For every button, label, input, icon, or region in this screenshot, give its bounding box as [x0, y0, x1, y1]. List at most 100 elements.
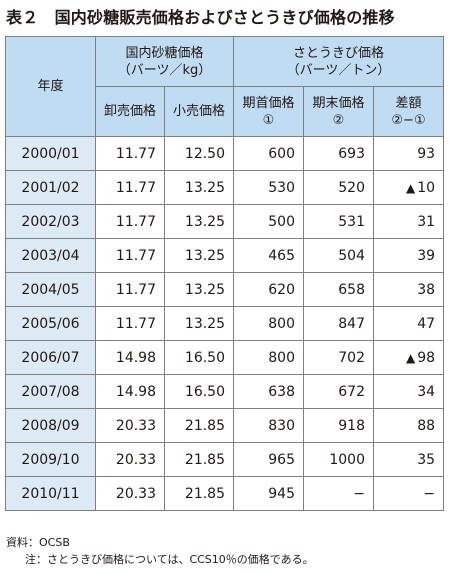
- table-row: 2002/03 11.77 13.25 500 531 31: [5, 204, 445, 239]
- cell-diff: −: [372, 476, 445, 511]
- cell-begin: 945: [233, 476, 304, 511]
- negative-marker: ▲: [405, 350, 416, 365]
- diff-value: 88: [417, 417, 436, 434]
- cell-diff: 35: [372, 442, 445, 477]
- cell-year: 2002/03: [5, 204, 96, 239]
- cell-diff: ▲ 98: [372, 340, 445, 375]
- cell-wholesale: 11.77: [95, 204, 165, 239]
- cell-retail: 21.85: [164, 408, 234, 443]
- cell-diff: 31: [372, 204, 445, 239]
- table-row: 2008/09 20.33 21.85 830 918 88: [5, 408, 445, 443]
- header-end-price: 期末価格 ②: [303, 86, 374, 137]
- table-row: 2007/08 14.98 16.50 638 672 34: [5, 374, 445, 409]
- cell-year: 2003/04: [5, 238, 96, 273]
- cell-end: 1000: [303, 442, 374, 477]
- cell-retail: 13.25: [164, 170, 234, 205]
- diff-value: 31: [417, 213, 436, 230]
- cell-wholesale: 20.33: [95, 442, 165, 477]
- cell-year: 2007/08: [5, 374, 96, 409]
- header-domestic-sugar-price: 国内砂糖価格 （バーツ／kg）: [95, 36, 234, 87]
- cell-end: 918: [303, 408, 374, 443]
- cell-retail: 16.50: [164, 340, 234, 375]
- cell-begin: 600: [233, 136, 304, 171]
- cell-end: 847: [303, 306, 374, 341]
- cell-diff: 38: [372, 272, 445, 307]
- cell-wholesale: 14.98: [95, 374, 165, 409]
- diff-value: 93: [417, 145, 436, 162]
- cell-diff: 34: [372, 374, 445, 409]
- cell-retail: 13.25: [164, 204, 234, 239]
- table-row: 2000/01 11.77 12.50 600 693 93: [5, 136, 445, 171]
- diff-value: 35: [417, 451, 436, 468]
- diff-value: −: [423, 485, 436, 502]
- diff-value: 47: [417, 315, 436, 332]
- cell-wholesale: 14.98: [95, 340, 165, 375]
- cell-wholesale: 11.77: [95, 238, 165, 273]
- header-begin-price: 期首価格 ①: [233, 86, 304, 137]
- cell-diff: 47: [372, 306, 445, 341]
- header-difference: 差額 ②−①: [372, 86, 445, 137]
- table-row: 2006/07 14.98 16.50 800 702 ▲ 98: [5, 340, 445, 375]
- cell-end: 693: [303, 136, 374, 171]
- cell-wholesale: 11.77: [95, 136, 165, 171]
- source-note: 資料：OCSB: [6, 536, 70, 549]
- cell-year: 2001/02: [5, 170, 96, 205]
- cell-wholesale: 11.77: [95, 306, 165, 341]
- cell-diff: 93: [372, 136, 445, 171]
- table-row: 2005/06 11.77 13.25 800 847 47: [5, 306, 445, 341]
- table-title: 表２ 国内砂糖販売価格およびさとうきび価格の推移: [6, 8, 395, 27]
- header-retail: 小売価格: [164, 86, 234, 137]
- cell-year: 2000/01: [5, 136, 96, 171]
- cell-end: 531: [303, 204, 374, 239]
- header-wholesale: 卸売価格: [95, 86, 165, 137]
- cell-diff: 88: [372, 408, 445, 443]
- diff-value: 98: [417, 349, 436, 366]
- cell-year: 2006/07: [5, 340, 96, 375]
- footnote: 注：さとうきび価格については、CCS10％の価格である。: [25, 553, 314, 566]
- diff-value: 34: [417, 383, 436, 400]
- cell-begin: 638: [233, 374, 304, 409]
- cell-end: 520: [303, 170, 374, 205]
- cell-begin: 800: [233, 340, 304, 375]
- cell-end: 702: [303, 340, 374, 375]
- cell-retail: 21.85: [164, 476, 234, 511]
- diff-value: 10: [417, 179, 436, 196]
- cell-wholesale: 20.33: [95, 476, 165, 511]
- table-row: 2001/02 11.77 13.25 530 520 ▲ 10: [5, 170, 445, 205]
- cell-year: 2004/05: [5, 272, 96, 307]
- table-row: 2009/10 20.33 21.85 965 1000 35: [5, 442, 445, 477]
- cell-retail: 13.25: [164, 238, 234, 273]
- header-sugarcane-price: さとうきび価格 （バーツ／トン）: [232, 36, 445, 87]
- cell-diff: ▲ 10: [372, 170, 445, 205]
- cell-begin: 530: [233, 170, 304, 205]
- cell-wholesale: 11.77: [95, 170, 165, 205]
- cell-retail: 16.50: [164, 374, 234, 409]
- cell-begin: 830: [233, 408, 304, 443]
- diff-value: 39: [417, 247, 436, 264]
- cell-wholesale: 20.33: [95, 408, 165, 443]
- cell-retail: 21.85: [164, 442, 234, 477]
- header-year: 年度: [5, 36, 96, 137]
- cell-year: 2008/09: [5, 408, 96, 443]
- table-row: 2003/04 11.77 13.25 465 504 39: [5, 238, 445, 273]
- cell-begin: 500: [233, 204, 304, 239]
- table-body: 2000/01 11.77 12.50 600 693 93 2001/02 11.77 13.…: [5, 136, 445, 511]
- cell-begin: 620: [233, 272, 304, 307]
- cell-begin: 465: [233, 238, 304, 273]
- cell-year: 2005/06: [5, 306, 96, 341]
- cell-retail: 13.25: [164, 306, 234, 341]
- table-row: 2004/05 11.77 13.25 620 658 38: [5, 272, 445, 307]
- cell-year: 2009/10: [5, 442, 96, 477]
- cell-begin: 800: [233, 306, 304, 341]
- cell-diff: 39: [372, 238, 445, 273]
- cell-wholesale: 11.77: [95, 272, 165, 307]
- cell-end: 672: [303, 374, 374, 409]
- cell-begin: 965: [233, 442, 304, 477]
- notes: 資料：OCSB 注：さとうきび価格については、CCS10％の価格である。: [6, 534, 314, 568]
- diff-value: 38: [417, 281, 436, 298]
- cell-end: 504: [303, 238, 374, 273]
- cell-retail: 13.25: [164, 272, 234, 307]
- cell-retail: 12.50: [164, 136, 234, 171]
- cell-end: −: [303, 476, 374, 511]
- cell-end: 658: [303, 272, 374, 307]
